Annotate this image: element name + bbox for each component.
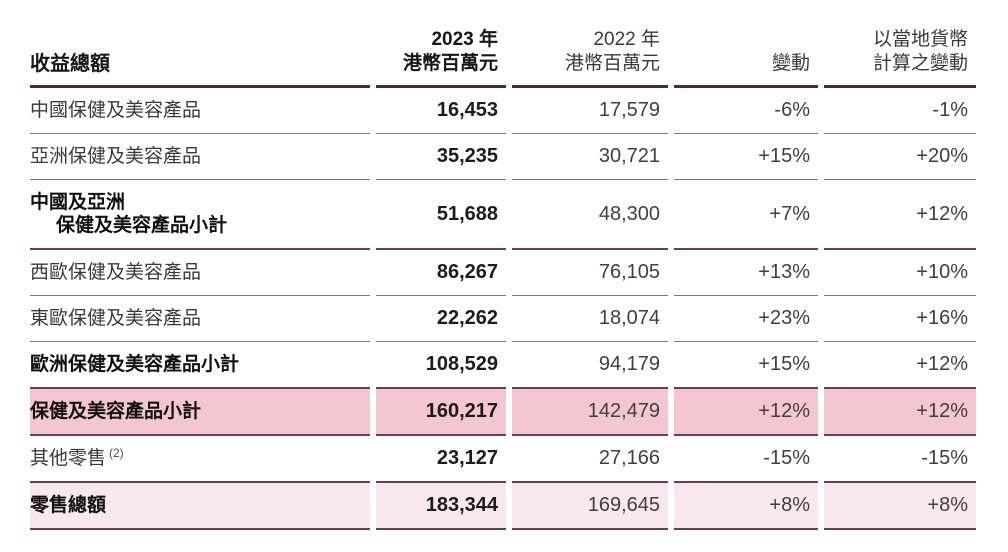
table-row-east-europe-hb: 東歐保健及美容產品 22,262 18,074 +23% +16% (30, 296, 976, 342)
col-header-2022: 2022 年 港幣百萬元 (512, 6, 668, 88)
cell-label: 零售總額 (30, 483, 370, 530)
cell-2023: 51,688 (376, 180, 506, 250)
cell-2023: 86,267 (376, 250, 506, 296)
cell-change-local: +12% (824, 342, 976, 389)
cell-change: -6% (674, 88, 818, 134)
cell-label: 亞洲保健及美容產品 (30, 134, 370, 180)
cell-change: +7% (674, 180, 818, 250)
cell-label: 東歐保健及美容產品 (30, 296, 370, 342)
table-header-row: 收益總額 2023 年 港幣百萬元 2022 年 港幣百萬元 變動 以當地貨幣 … (30, 6, 976, 88)
cell-change-local: +20% (824, 134, 976, 180)
col-header-2023: 2023 年 港幣百萬元 (376, 6, 506, 88)
cell-change-local: -1% (824, 88, 976, 134)
cell-change: +8% (674, 483, 818, 530)
cell-change: +12% (674, 389, 818, 436)
table-row-china-hb: 中國保健及美容產品 16,453 17,579 -6% -1% (30, 88, 976, 134)
cell-2023: 160,217 (376, 389, 506, 436)
cell-2022: 17,579 (512, 88, 668, 134)
cell-2023: 16,453 (376, 88, 506, 134)
table-row-europe-subtotal: 歐洲保健及美容產品小計 108,529 94,179 +15% +12% (30, 342, 976, 389)
revenue-table: 收益總額 2023 年 港幣百萬元 2022 年 港幣百萬元 變動 以當地貨幣 … (24, 6, 982, 530)
cell-label: 保健及美容產品小計 (30, 389, 370, 436)
cell-2022: 27,166 (512, 436, 668, 483)
cell-change: +23% (674, 296, 818, 342)
cell-2023: 23,127 (376, 436, 506, 483)
cell-change-local: +16% (824, 296, 976, 342)
cell-2023: 22,262 (376, 296, 506, 342)
cell-label: 西歐保健及美容產品 (30, 250, 370, 296)
cell-change-local: +10% (824, 250, 976, 296)
table-row-other-retail: 其他零售 (2) 23,127 27,166 -15% -15% (30, 436, 976, 483)
cell-2022: 142,479 (512, 389, 668, 436)
col-header-change-local-currency: 以當地貨幣 計算之變動 (824, 6, 976, 88)
cell-2022: 169,645 (512, 483, 668, 530)
cell-2023: 183,344 (376, 483, 506, 530)
cell-2022: 48,300 (512, 180, 668, 250)
cell-2023: 35,235 (376, 134, 506, 180)
cell-change-local: +12% (824, 389, 976, 436)
cell-2023: 108,529 (376, 342, 506, 389)
cell-change-local: +8% (824, 483, 976, 530)
cell-label: 中國及亞洲 保健及美容產品小計 (30, 180, 370, 250)
cell-change: -15% (674, 436, 818, 483)
cell-2022: 18,074 (512, 296, 668, 342)
table-row-hb-subtotal: 保健及美容產品小計 160,217 142,479 +12% +12% (30, 389, 976, 436)
cell-2022: 30,721 (512, 134, 668, 180)
cell-change: +13% (674, 250, 818, 296)
cell-2022: 94,179 (512, 342, 668, 389)
cell-label: 中國保健及美容產品 (30, 88, 370, 134)
table-row-retail-total: 零售總額 183,344 169,645 +8% +8% (30, 483, 976, 530)
cell-2022: 76,105 (512, 250, 668, 296)
cell-label: 歐洲保健及美容產品小計 (30, 342, 370, 389)
footnote-marker: (2) (109, 445, 124, 460)
cell-change-local: -15% (824, 436, 976, 483)
cell-change: +15% (674, 342, 818, 389)
col-header-revenue-total: 收益總額 (30, 6, 370, 88)
cell-change: +15% (674, 134, 818, 180)
table-row-asia-hb: 亞洲保健及美容產品 35,235 30,721 +15% +20% (30, 134, 976, 180)
table-row-china-asia-subtotal: 中國及亞洲 保健及美容產品小計 51,688 48,300 +7% +12% (30, 180, 976, 250)
cell-label: 其他零售 (2) (30, 436, 370, 483)
col-header-change: 變動 (674, 6, 818, 88)
table-row-west-europe-hb: 西歐保健及美容產品 86,267 76,105 +13% +10% (30, 250, 976, 296)
cell-change-local: +12% (824, 180, 976, 250)
